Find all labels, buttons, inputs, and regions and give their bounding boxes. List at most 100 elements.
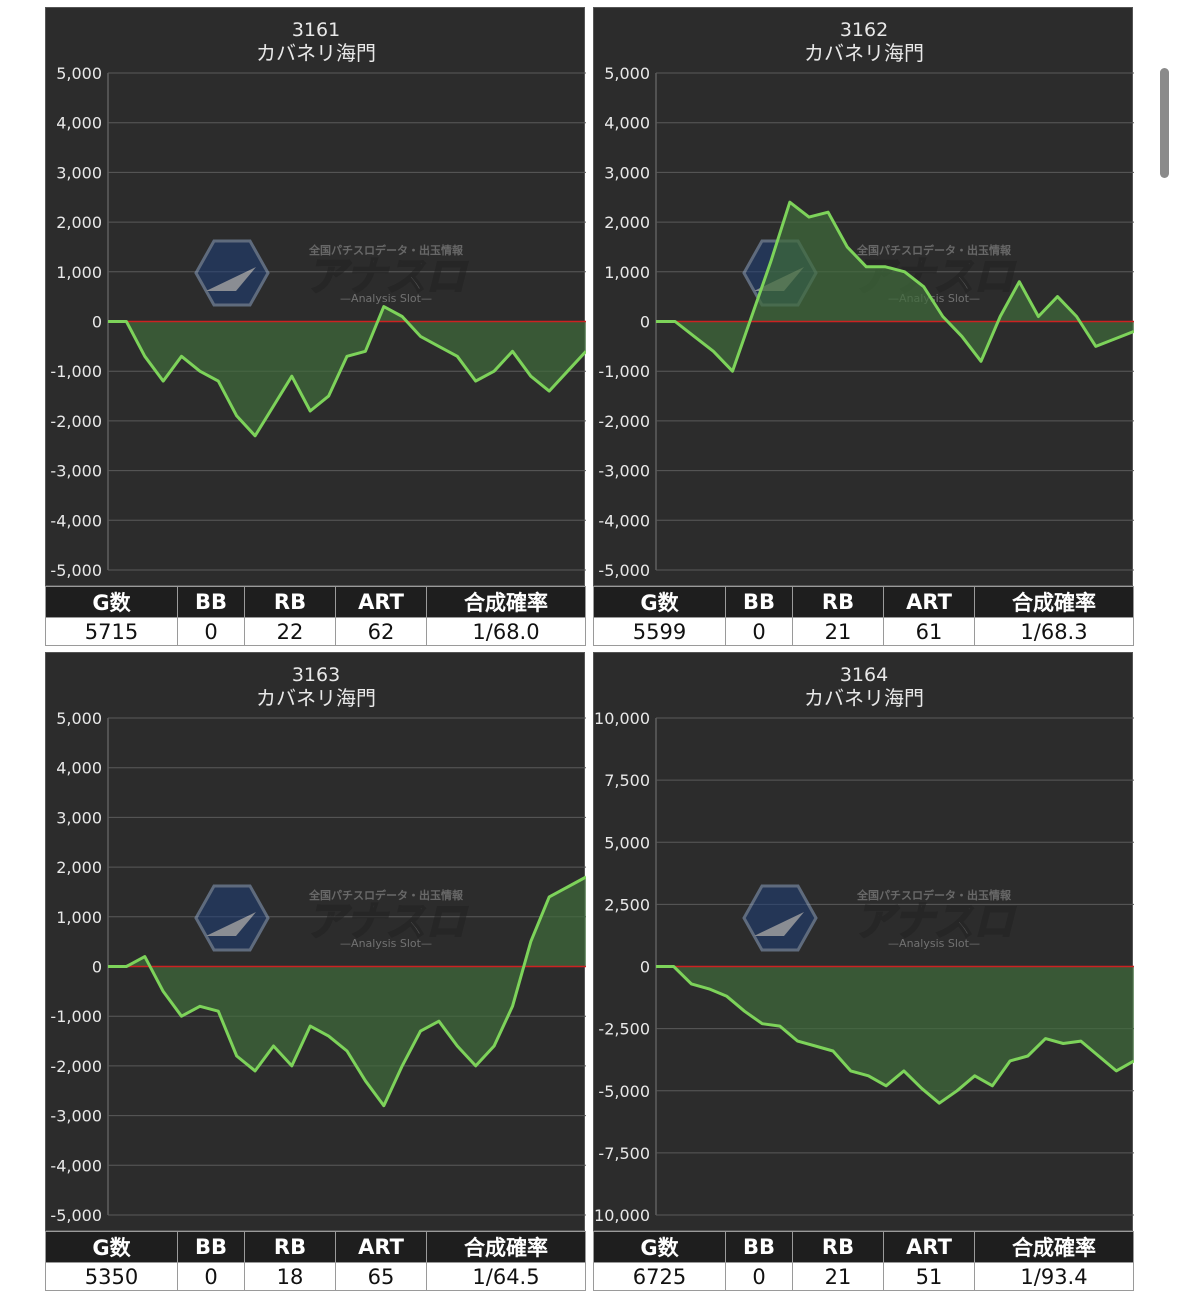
y-tick-label: 0 <box>92 313 102 332</box>
machine-name: カバネリ海門 <box>804 41 924 65</box>
stats-header-cell: 合成確率 <box>974 586 1134 618</box>
stats-value-cell: 1/68.3 <box>974 617 1134 646</box>
stats-header-cell: RB <box>244 1231 336 1263</box>
logo-slash-icon <box>206 267 256 291</box>
y-tick-label: -2,000 <box>598 412 650 431</box>
y-tick-label: 5,000 <box>604 64 650 83</box>
y-tick-label: 0 <box>640 958 650 977</box>
y-tick-label: 1,000 <box>604 263 650 282</box>
series-area <box>108 877 586 1106</box>
hexagon-logo-icon <box>194 884 270 952</box>
stats-value-cell: 6725 <box>593 1262 726 1291</box>
machine-number: 3162 <box>840 19 888 41</box>
y-tick-label: 4,000 <box>56 759 102 778</box>
y-tick-label: -10,000 <box>594 1206 650 1225</box>
y-tick-label: -2,000 <box>50 1057 102 1076</box>
stats-value-cell: 22 <box>244 617 336 646</box>
series-area <box>656 966 1134 1104</box>
chart-panel: 3161 カバネリ海門 5,000 4,000 3,000 2,000 1,000 0 -1,0… <box>45 7 586 646</box>
y-tick-label: -7,500 <box>598 1144 650 1163</box>
stats-value-cell: 0 <box>177 617 245 646</box>
y-tick-label: 4,000 <box>604 114 650 133</box>
chart-area: 3162 カバネリ海門 5,000 4,000 3,000 2,000 1,000 0 -1,0… <box>593 7 1134 586</box>
series-line <box>108 875 586 1108</box>
watermark-top-text: 全国パチスロデータ・出玉情報 <box>308 243 464 257</box>
stats-value-cell: 21 <box>792 1262 884 1291</box>
watermark-subtitle: —Analysis Slot— <box>888 937 980 950</box>
y-tick-label: 2,000 <box>604 213 650 232</box>
stats-value-cell: 61 <box>883 617 975 646</box>
y-tick-label: -1,000 <box>50 1007 102 1026</box>
watermark-top-text: 全国パチスロデータ・出玉情報 <box>308 888 464 902</box>
stats-value-cell: 5599 <box>593 617 726 646</box>
stats-table: G数 BB RB ART 合成確率 5715 0 22 62 1/68.0 <box>45 586 586 646</box>
stats-header-cell: BB <box>725 1231 793 1263</box>
stats-header-cell: G数 <box>593 586 726 618</box>
y-tick-label: 3,000 <box>56 163 102 182</box>
stats-header-row: G数 BB RB ART 合成確率 <box>45 1231 586 1263</box>
stats-value-cell: 0 <box>177 1262 245 1291</box>
stats-header-cell: ART <box>335 586 427 618</box>
stats-value-cell: 18 <box>244 1262 336 1291</box>
series-line <box>656 965 1134 1105</box>
machine-name: カバネリ海門 <box>256 41 376 65</box>
stats-header-cell: 合成確率 <box>974 1231 1134 1263</box>
stats-value-cell: 5350 <box>45 1262 178 1291</box>
stats-value-cell: 1/64.5 <box>426 1262 586 1291</box>
stats-header-cell: ART <box>883 1231 975 1263</box>
stats-value-cell: 1/68.0 <box>426 617 586 646</box>
series-area <box>656 202 1134 372</box>
y-tick-label: 0 <box>92 958 102 977</box>
y-tick-label: 0 <box>640 313 650 332</box>
series-line <box>656 200 1134 373</box>
stats-value-cell: 5715 <box>45 617 178 646</box>
watermark-subtitle: —Analysis Slot— <box>340 937 432 950</box>
stats-value-cell: 65 <box>335 1262 427 1291</box>
y-tick-label: 3,000 <box>56 808 102 827</box>
y-tick-label: -1,000 <box>598 362 650 381</box>
watermark-subtitle: —Analysis Slot— <box>340 292 432 305</box>
stats-header-cell: BB <box>177 1231 245 1263</box>
y-tick-label: -3,000 <box>50 462 102 481</box>
y-tick-label: -2,500 <box>598 1020 650 1039</box>
y-tick-label: 4,000 <box>56 114 102 133</box>
y-tick-label: -5,000 <box>598 1082 650 1101</box>
watermark-brand: アナスロ <box>854 899 1016 945</box>
y-tick-label: -4,000 <box>50 1156 102 1175</box>
machine-number: 3163 <box>292 664 340 686</box>
machine-name: カバネリ海門 <box>256 686 376 710</box>
scrollbar[interactable] <box>1160 68 1169 178</box>
watermark-brand: アナスロ <box>306 254 468 300</box>
y-tick-label: 5,000 <box>56 64 102 83</box>
y-tick-label: 5,000 <box>56 709 102 728</box>
y-tick-label: -2,000 <box>50 412 102 431</box>
stats-value-cell: 1/93.4 <box>974 1262 1134 1291</box>
y-tick-label: 5,000 <box>604 833 650 852</box>
stats-header-row: G数 BB RB ART 合成確率 <box>45 586 586 618</box>
stats-value-cell: 0 <box>725 617 793 646</box>
y-tick-label: -4,000 <box>598 511 650 530</box>
stats-header-cell: RB <box>792 586 884 618</box>
y-tick-label: -3,000 <box>50 1107 102 1126</box>
y-tick-label: 3,000 <box>604 163 650 182</box>
stats-header-cell: G数 <box>45 586 178 618</box>
machine-number: 3164 <box>840 664 888 686</box>
y-tick-label: -1,000 <box>50 362 102 381</box>
logo-slash-icon <box>206 912 256 936</box>
y-tick-label: 2,500 <box>604 895 650 914</box>
y-tick-label: -4,000 <box>50 511 102 530</box>
y-tick-label: 2,000 <box>56 858 102 877</box>
stats-value-row: 5350 0 18 65 1/64.5 <box>45 1262 586 1291</box>
stats-header-cell: G数 <box>593 1231 726 1263</box>
watermark-top-text: 全国パチスロデータ・出玉情報 <box>856 888 1012 902</box>
chart-area: 3164 カバネリ海門 10,000 7,500 5,000 2,500 0 -2,500 -5… <box>593 652 1134 1231</box>
watermark-brand: アナスロ <box>306 899 468 945</box>
stats-header-cell: 合成確率 <box>426 1231 586 1263</box>
